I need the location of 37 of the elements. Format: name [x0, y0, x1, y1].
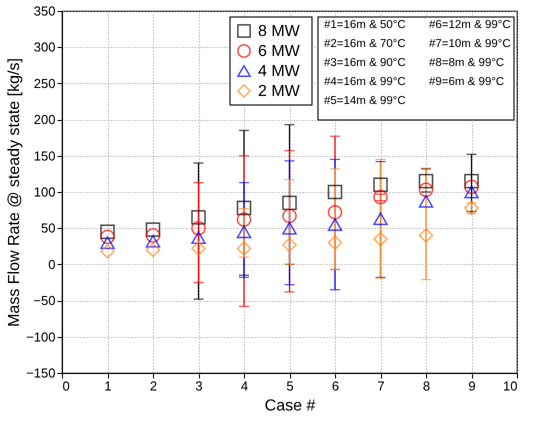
y-axis-title: Mass Flow Rate @ steady state [kg/s]	[6, 58, 24, 327]
y-tick-label: 350	[34, 4, 56, 18]
legend-label: 6 MW	[258, 43, 301, 60]
x-tick-label: 2	[150, 378, 158, 394]
annotation: #7=10m & 99°C	[429, 38, 511, 50]
x-tick-label: 3	[195, 378, 203, 394]
y-tick-label: −50	[33, 293, 56, 308]
x-tick-label: 5	[286, 378, 294, 394]
annotation: #5=14m & 99°C	[324, 95, 406, 107]
x-tick-label: 6	[332, 378, 340, 394]
annotation: #9=6m & 99°C	[429, 76, 504, 88]
x-tick-label: 4	[240, 378, 248, 394]
y-tick-label: 50	[41, 220, 56, 236]
y-tick-label: 200	[34, 112, 56, 128]
annotation: #8=8m & 99°C	[429, 57, 504, 69]
y-tick-label: −100	[26, 329, 56, 344]
annotation: #2=16m & 70°C	[324, 38, 406, 50]
legend-label: 2 MW	[258, 83, 301, 100]
y-tick-label: 100	[34, 184, 56, 200]
y-tick-label: 0	[48, 256, 56, 272]
legend-label: 8 MW	[258, 23, 301, 40]
y-tick-label: 250	[34, 76, 56, 91]
x-tick-label: 7	[377, 378, 385, 394]
x-tick-label: 0	[62, 378, 70, 394]
y-tick-label: 150	[34, 148, 56, 164]
x-tick-label: 1	[104, 378, 112, 394]
annotation: #4=16m & 99°C	[324, 76, 406, 88]
x-tick-label: 10	[503, 378, 518, 394]
x-tick-label: 9	[468, 378, 476, 394]
y-tick-label: 300	[34, 40, 56, 55]
annotation: #3=16m & 90°C	[324, 57, 406, 69]
legend-label: 4 MW	[258, 63, 301, 80]
annotation: #6=12m & 99°C	[429, 19, 511, 31]
x-tick-label: 8	[422, 378, 430, 394]
annotation: #1=16m & 50°C	[324, 19, 406, 31]
y-tick-label: −150	[26, 366, 56, 380]
x-axis-title: Case #	[264, 398, 316, 414]
